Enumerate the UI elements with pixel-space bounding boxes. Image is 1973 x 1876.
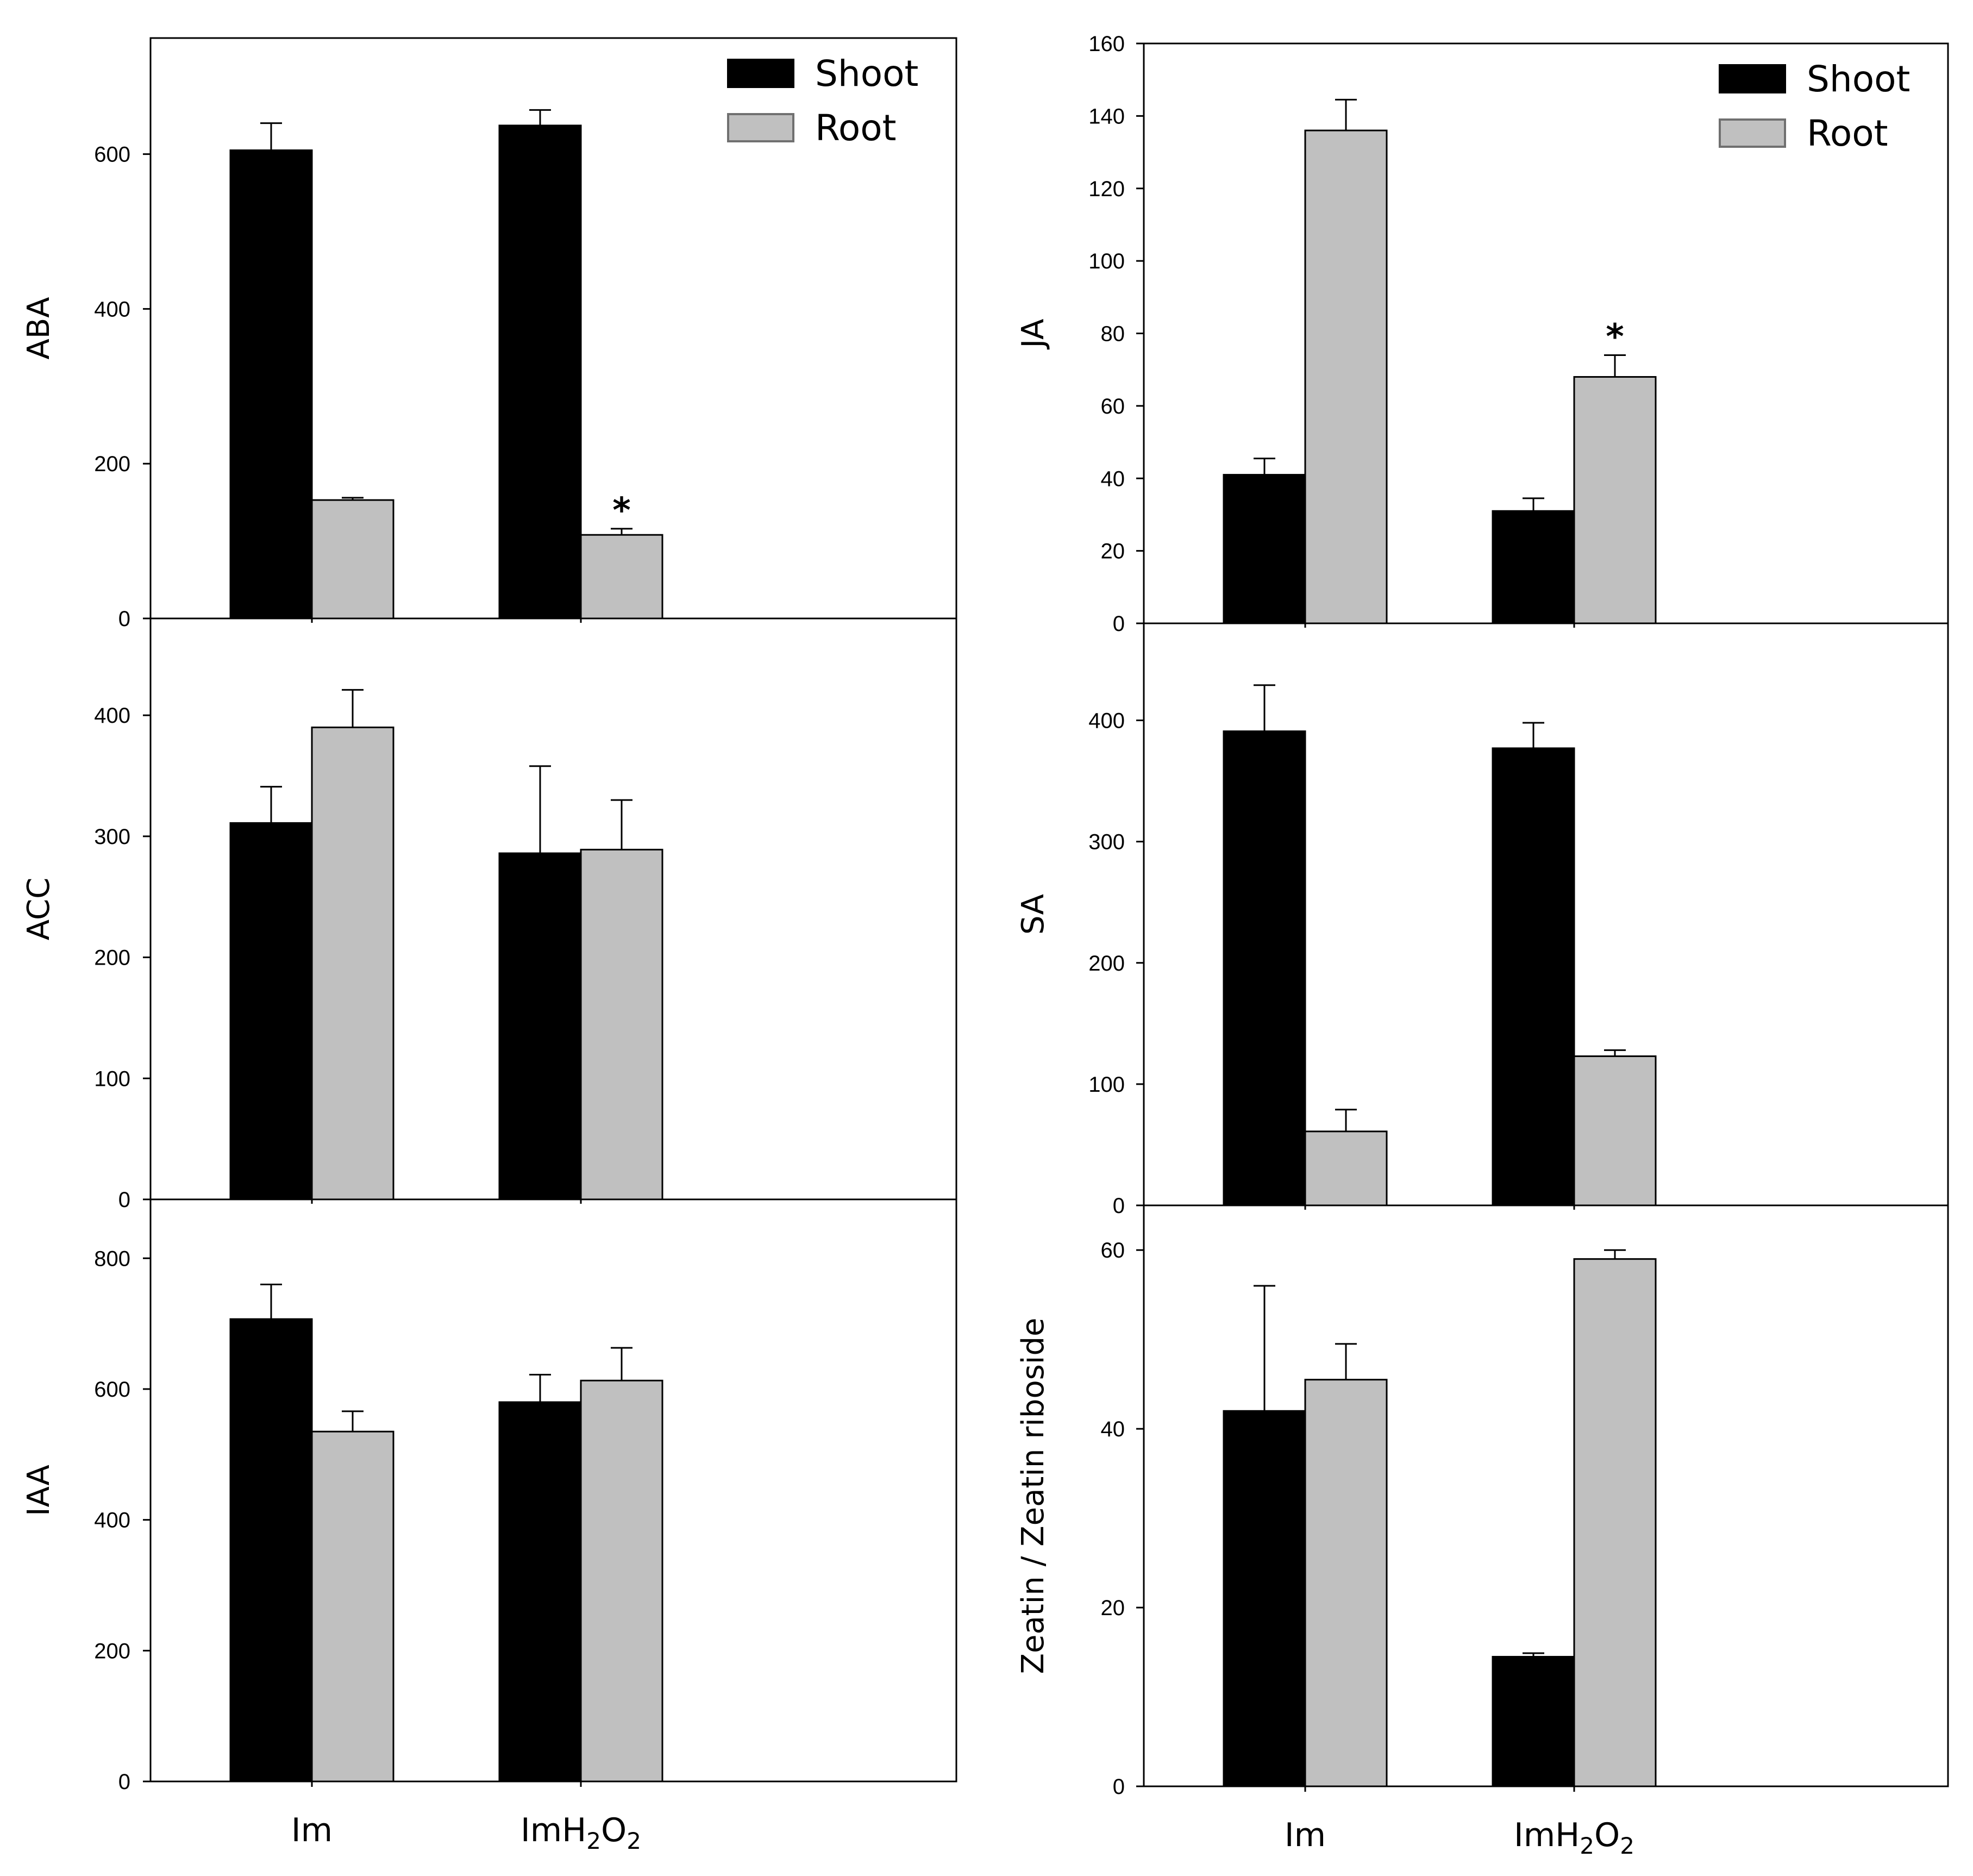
bar-root-imh2o2 (1573, 1258, 1657, 1787)
legend-label-shoot: Shoot (815, 53, 918, 95)
legend-swatch-shoot (1719, 64, 1786, 93)
label-part: O (1594, 1816, 1620, 1854)
y-tick-label: 120 (1088, 177, 1125, 201)
bar-shoot-im (229, 149, 313, 620)
bar-shoot-imh2o2 (498, 1401, 582, 1783)
legend-label-root: Root (1807, 112, 1888, 154)
bar-root-imh2o2 (580, 848, 663, 1200)
bar-shoot-im (229, 1318, 313, 1783)
y-tick-label: 600 (94, 1378, 130, 1402)
bar-shoot-im (229, 822, 313, 1200)
x-category-label-imh2o2: ImH2​O2​ (521, 1811, 641, 1854)
y-tick-label: 100 (94, 1067, 130, 1091)
bar-shoot-im (1223, 730, 1306, 1206)
label-part: Im (291, 1811, 333, 1849)
x-category-label-imh2o2: ImH2​O2​ (1514, 1816, 1634, 1859)
y-tick-label: 200 (1088, 952, 1125, 975)
bar-root-im (1304, 129, 1388, 624)
legend-label-root: Root (815, 107, 897, 149)
y-tick-label: 200 (94, 946, 130, 970)
y-tick-label: 0 (118, 1770, 130, 1794)
panel-sa: 0 100 200 300 400 SA (1016, 622, 1949, 1218)
bar-root-imh2o2 (1573, 376, 1657, 624)
y-tick-label: 80 (1101, 322, 1125, 346)
y-tick-label: 400 (94, 297, 130, 321)
y-tick-label: 160 (1088, 32, 1125, 56)
y-tick-label: 400 (94, 704, 130, 728)
y-axis-label: SA (1016, 894, 1051, 935)
legend-swatch-root (727, 113, 794, 142)
y-tick-label: 100 (1088, 1073, 1125, 1097)
y-tick-label: 40 (1101, 467, 1125, 491)
y-tick-label: 20 (1101, 540, 1125, 564)
bar-shoot-imh2o2 (1492, 747, 1575, 1206)
legend-label-shoot: Shoot (1807, 58, 1910, 100)
y-tick-label: 200 (94, 1639, 130, 1663)
y-axis-label: IAA (21, 1465, 57, 1516)
legend-swatch-shoot (727, 59, 794, 88)
panel-zeatin-zeatin-riboside: 0 20 40 60 Zeatin / Zeatin riboside Im ImH2​O2… (1016, 1204, 1949, 1859)
y-tick-label: 300 (94, 825, 130, 849)
y-tick-label: 400 (1088, 709, 1125, 733)
y-tick-label: 300 (1088, 830, 1125, 854)
bar-shoot-imh2o2 (498, 124, 582, 620)
bar-root-im (311, 726, 394, 1200)
significance-marker: * (1606, 317, 1624, 358)
y-tick-label: 60 (1101, 1239, 1125, 1262)
panel-iaa: 0 200 400 600 800 IAA Im ImH2​O2​ (21, 1198, 957, 1854)
label-part: Im (1285, 1816, 1326, 1854)
y-tick-label: 100 (1088, 249, 1125, 273)
label-part: O (601, 1811, 627, 1849)
bar-root-imh2o2 (580, 1379, 663, 1783)
bar-root-im (311, 1430, 394, 1783)
legend-swatch-root (1719, 118, 1786, 148)
significance-marker: * (612, 491, 630, 531)
bar-root-imh2o2 (1573, 1055, 1657, 1206)
y-tick-label: 20 (1101, 1596, 1125, 1620)
y-tick-label: 60 (1101, 395, 1125, 418)
y-axis-label: JA (1016, 319, 1051, 350)
bar-root-im (1304, 1130, 1388, 1206)
panel-aba: 0 200 400 600 ABA * Shoot Root (21, 37, 957, 631)
panel-ja: 0 20 40 60 80 100 120 140 160 JA * Shoot Root (1016, 32, 1949, 636)
y-tick-label: 800 (94, 1247, 130, 1271)
bar-root-imh2o2 (580, 534, 663, 620)
y-tick-label: 0 (118, 607, 130, 631)
y-axis-label: Zeatin / Zeatin riboside (1016, 1318, 1051, 1674)
x-category-label-im: Im (291, 1811, 333, 1849)
bar-root-im (311, 499, 394, 620)
y-tick-label: 0 (1113, 1194, 1125, 1218)
label-part: ImH (521, 1811, 586, 1849)
label-part: ImH (1514, 1816, 1580, 1854)
x-category-label-im: Im (1285, 1816, 1326, 1854)
y-axis-label: ACC (21, 878, 57, 941)
y-tick-label: 140 (1088, 104, 1125, 128)
y-tick-label: 0 (1113, 612, 1125, 636)
bar-shoot-im (1223, 1410, 1306, 1787)
y-tick-label: 400 (94, 1509, 130, 1533)
y-tick-label: 0 (118, 1188, 130, 1212)
y-tick-label: 0 (1113, 1775, 1125, 1799)
subscript: 2 (1620, 1833, 1634, 1859)
panel-acc: 0 100 200 300 400 ACC (21, 617, 957, 1212)
subscript: 2 (627, 1828, 641, 1854)
y-axis-label: ABA (21, 297, 57, 359)
bar-shoot-imh2o2 (498, 852, 582, 1200)
bar-shoot-im (1223, 474, 1306, 624)
y-tick-label: 200 (94, 452, 130, 476)
y-tick-label: 40 (1101, 1417, 1125, 1441)
y-tick-label: 600 (94, 143, 130, 167)
bar-shoot-imh2o2 (1492, 510, 1575, 624)
subscript: 2 (1580, 1833, 1594, 1859)
bar-root-im (1304, 1379, 1388, 1787)
subscript: 2 (586, 1828, 601, 1854)
bar-shoot-imh2o2 (1492, 1656, 1575, 1787)
